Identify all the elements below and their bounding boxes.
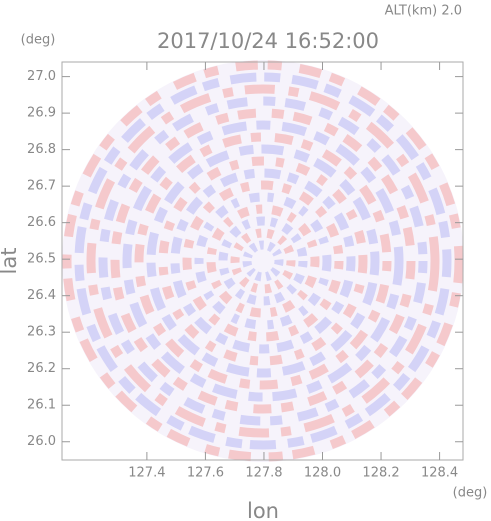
radar-field — [62, 60, 464, 462]
y-tick-label: 26.4 — [27, 288, 56, 303]
ring — [86, 84, 440, 438]
ring — [62, 60, 464, 462]
y-unit: (deg) — [21, 33, 56, 48]
y-tick-label: 26.0 — [27, 434, 56, 449]
ring — [230, 228, 296, 294]
y-tick-label: 26.6 — [27, 215, 56, 230]
y-tick-label: 26.7 — [27, 179, 56, 194]
ring — [98, 96, 428, 426]
x-tick-label: 127.8 — [245, 466, 282, 481]
y-tick-label: 26.8 — [27, 142, 56, 157]
ring — [206, 204, 320, 318]
y-tick-label: 26.1 — [27, 398, 56, 413]
y-tick-label: 26.5 — [27, 252, 56, 267]
ring — [170, 168, 356, 354]
chart-title: 2017/10/24 16:52:00 — [157, 29, 379, 53]
y-axis-label: lat — [0, 248, 21, 275]
x-axis-label: lon — [247, 499, 279, 521]
ring — [218, 216, 308, 306]
plot-frame — [61, 61, 464, 461]
altitude-label: ALT(km) 2.0 — [385, 4, 462, 19]
ring — [110, 108, 416, 414]
radar-disk — [62, 60, 464, 462]
ring — [146, 144, 380, 378]
y-tick-label: 26.3 — [27, 325, 56, 340]
x-tick-label: 128.2 — [362, 466, 399, 481]
x-tick-label: 128.0 — [304, 466, 341, 481]
y-tick-label: 26.9 — [27, 106, 56, 121]
x-tick-label: 127.4 — [128, 466, 165, 481]
ring — [158, 156, 368, 366]
ring — [134, 132, 392, 390]
ring — [182, 180, 344, 342]
ring — [122, 120, 404, 402]
x-unit: (deg) — [453, 486, 488, 501]
ring — [74, 72, 452, 450]
y-tick-label: 27.0 — [27, 69, 56, 84]
ring — [194, 192, 332, 330]
x-tick-label: 128.4 — [421, 466, 458, 481]
ring — [242, 240, 284, 282]
x-tick-label: 127.6 — [187, 466, 224, 481]
y-tick-label: 26.2 — [27, 361, 56, 376]
